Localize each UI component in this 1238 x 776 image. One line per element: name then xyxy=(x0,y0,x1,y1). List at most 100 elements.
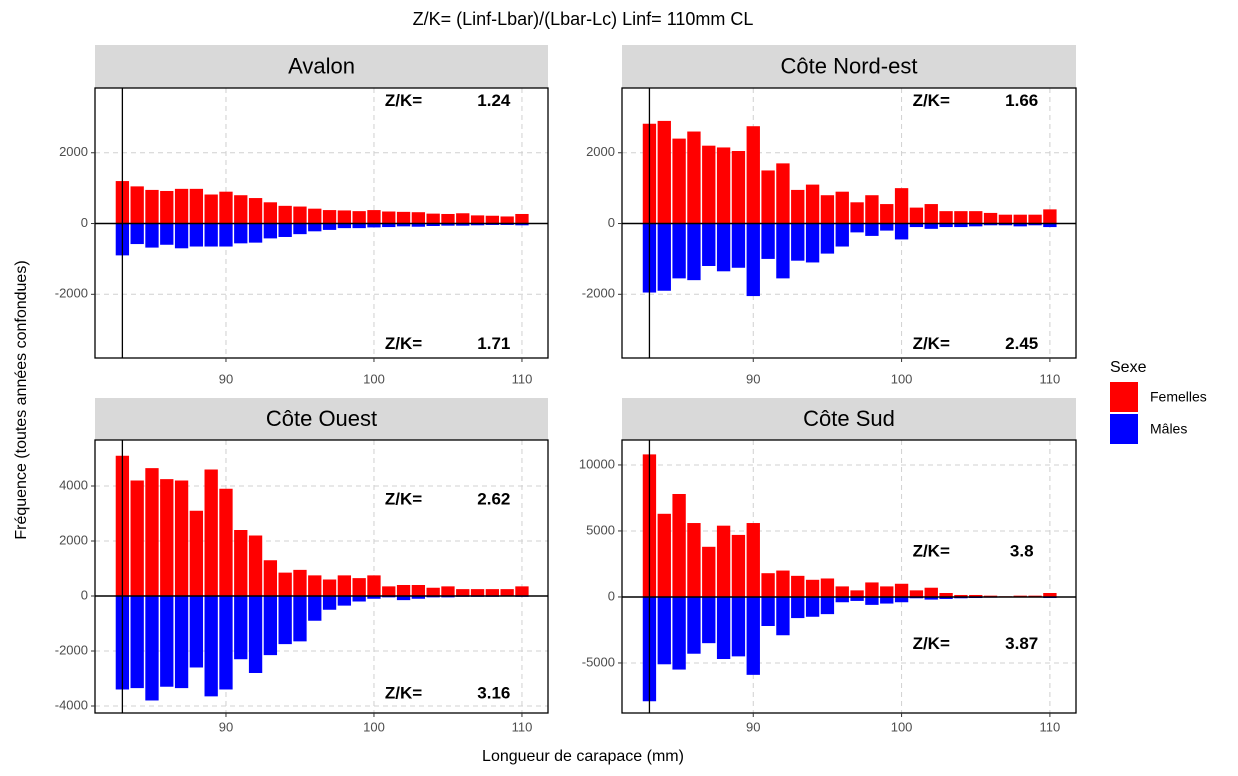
bar xyxy=(865,195,878,223)
bar xyxy=(486,589,499,596)
bar xyxy=(761,224,774,259)
bar xyxy=(145,468,158,596)
bar xyxy=(880,204,893,223)
bar xyxy=(836,597,849,602)
y-tick-label: 2000 xyxy=(59,532,88,547)
bar xyxy=(131,224,144,245)
bar xyxy=(145,190,158,224)
bar xyxy=(234,195,247,223)
x-tick-label: 110 xyxy=(1040,371,1061,386)
y-tick-label: 4000 xyxy=(59,477,88,492)
bar xyxy=(672,224,685,279)
bar xyxy=(338,596,351,606)
bar xyxy=(776,163,789,223)
bar xyxy=(1028,215,1041,224)
bar xyxy=(338,210,351,223)
bar xyxy=(426,214,439,224)
bar xyxy=(717,147,730,223)
bar xyxy=(658,514,671,597)
bar xyxy=(969,211,982,223)
bar xyxy=(456,213,469,223)
bar xyxy=(806,185,819,224)
bar xyxy=(175,189,188,224)
bar xyxy=(895,188,908,223)
bar xyxy=(486,216,499,224)
strip-title: Côte Ouest xyxy=(266,406,377,431)
bar xyxy=(806,580,819,597)
bar xyxy=(672,139,685,224)
bar xyxy=(658,121,671,224)
bar xyxy=(323,596,336,610)
bar xyxy=(382,586,395,596)
bar xyxy=(160,479,173,596)
bar xyxy=(145,596,158,700)
bar xyxy=(658,224,671,291)
bar xyxy=(219,224,232,247)
bar xyxy=(264,224,277,239)
bar xyxy=(219,596,232,689)
bar xyxy=(925,204,938,223)
bar xyxy=(293,570,306,596)
bar xyxy=(382,211,395,223)
x-tick-label: 110 xyxy=(512,371,533,386)
bar xyxy=(747,523,760,597)
y-tick-label: -5000 xyxy=(582,654,615,669)
bar xyxy=(249,224,262,243)
annotation-value: 1.66 xyxy=(1005,91,1038,110)
bar xyxy=(910,208,923,224)
bar xyxy=(702,547,715,597)
bar xyxy=(456,589,469,596)
bar xyxy=(717,526,730,597)
bar xyxy=(821,597,834,614)
x-tick-label: 90 xyxy=(219,371,233,386)
bar xyxy=(219,489,232,596)
bar xyxy=(279,573,292,596)
bar xyxy=(658,597,671,664)
y-tick-label: 2000 xyxy=(59,144,88,159)
y-tick-label: 0 xyxy=(81,587,88,602)
bar xyxy=(821,224,834,254)
annotation-value: 3.87 xyxy=(1005,634,1038,653)
bar xyxy=(836,224,849,247)
annotation-value: 1.71 xyxy=(477,334,510,353)
bar xyxy=(747,126,760,223)
bar xyxy=(702,146,715,224)
bar xyxy=(367,575,380,596)
bar xyxy=(205,195,218,224)
bar xyxy=(821,195,834,223)
bar xyxy=(219,192,232,224)
bar xyxy=(353,578,366,596)
bar xyxy=(687,523,700,597)
x-tick-label: 110 xyxy=(1040,719,1061,734)
bar xyxy=(776,597,789,635)
bar xyxy=(205,224,218,247)
bar xyxy=(426,588,439,596)
bar xyxy=(732,597,745,656)
y-tick-label: -2000 xyxy=(582,286,615,301)
legend-swatch xyxy=(1110,414,1138,444)
x-tick-label: 100 xyxy=(891,719,913,734)
annotation-label: Z/K= xyxy=(913,541,950,560)
bar xyxy=(441,586,454,596)
bar xyxy=(323,579,336,595)
annotation-label: Z/K= xyxy=(913,634,950,653)
bar xyxy=(791,576,804,597)
bar xyxy=(702,597,715,643)
legend-label: Mâles xyxy=(1150,421,1187,437)
bar xyxy=(190,189,203,224)
bar xyxy=(190,596,203,667)
y-tick-label: 2000 xyxy=(586,144,615,159)
bar xyxy=(806,224,819,263)
bar xyxy=(264,202,277,223)
bar xyxy=(293,207,306,224)
bar xyxy=(672,494,685,597)
y-tick-label: -4000 xyxy=(55,697,88,712)
annotation-value: 2.62 xyxy=(477,490,510,509)
y-tick-label: 0 xyxy=(608,215,615,230)
bar xyxy=(836,192,849,224)
bar xyxy=(672,597,685,670)
bar xyxy=(160,596,173,687)
bar xyxy=(131,186,144,223)
strip-title: Côte Sud xyxy=(803,406,895,431)
